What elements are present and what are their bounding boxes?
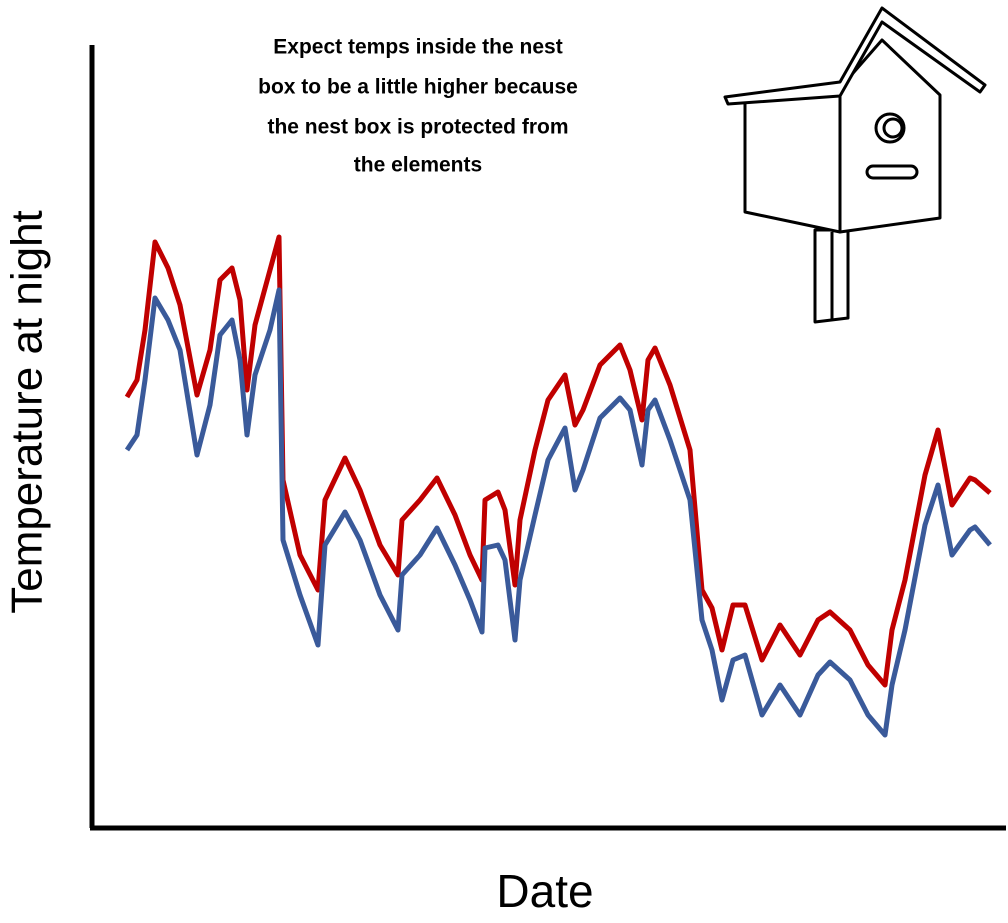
chart: Temperature at night Date Expect temps i…: [0, 0, 1008, 923]
line: [127, 290, 990, 735]
hole-inner: [884, 119, 902, 137]
perch: [867, 166, 917, 178]
annotation: the nest box is protected from: [267, 116, 568, 139]
page: Temperature at night Date Expect temps i…: [0, 0, 1008, 923]
box-side: [745, 88, 840, 232]
y-axis-label: Temperature at night: [3, 210, 52, 614]
annotation: the elements: [354, 154, 482, 177]
x-axis-label: Date: [496, 865, 593, 917]
annotation: Expect temps inside the nest: [273, 36, 562, 59]
annotation: box to be a little higher because: [258, 76, 578, 99]
line: [127, 237, 990, 685]
birdhouse: [725, 8, 985, 322]
